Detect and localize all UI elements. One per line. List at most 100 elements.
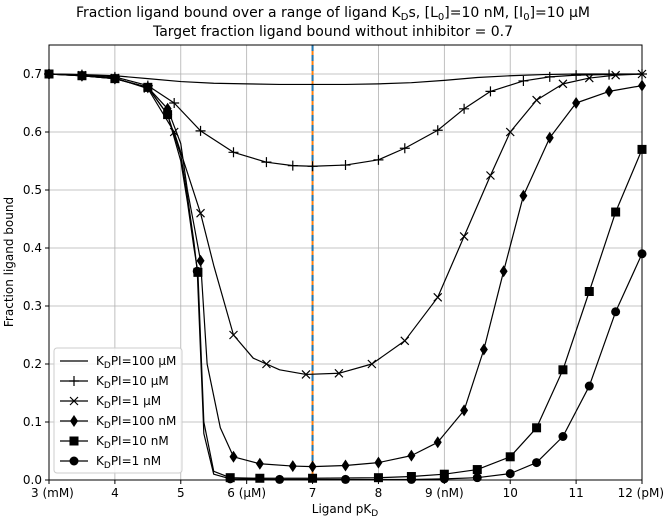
legend-entry-0: KDPI=100 µM	[60, 354, 176, 371]
legend-marker-4	[69, 436, 79, 446]
y-tick-label-6: 0.6	[23, 125, 42, 139]
series-x	[44, 69, 647, 379]
marker-circle-3	[143, 82, 153, 92]
legend-label-5: KDPI=1 nM	[96, 454, 161, 471]
marker-diamond-5	[196, 254, 205, 267]
marker-plus-5	[195, 125, 206, 136]
y-tick-label-5: 0.5	[23, 183, 42, 197]
marker-x-9	[334, 368, 344, 378]
marker-circle-9	[406, 474, 416, 484]
legend-marker-1	[69, 376, 79, 386]
marker-diamond-15	[479, 343, 488, 356]
x-tick-label-5: 8	[375, 486, 383, 500]
marker-diamond-18	[545, 131, 554, 144]
marker-square-15	[558, 365, 568, 375]
marker-x-15	[505, 127, 515, 137]
legend-label-0: KDPI=100 µM	[96, 354, 176, 371]
x-tick-label-7: 10	[503, 486, 518, 500]
marker-square-14	[532, 423, 542, 433]
legend-box	[53, 347, 183, 474]
marker-circle-14	[558, 432, 568, 441]
marker-plus-19	[604, 69, 615, 80]
marker-circle-5	[192, 266, 202, 276]
marker-x-19	[611, 70, 621, 80]
marker-x-10	[367, 359, 377, 369]
marker-plus-10	[340, 160, 351, 171]
marker-plus-16	[518, 75, 529, 86]
marker-circle-12	[505, 469, 515, 479]
legend-marker-3	[70, 415, 78, 427]
marker-diamond-16	[499, 265, 508, 278]
marker-x-6	[229, 330, 238, 340]
marker-diamond-10	[341, 459, 350, 472]
marker-circle-16	[611, 307, 621, 317]
legend-label-2: KDPI=1 µM	[96, 394, 161, 411]
marker-x-12	[433, 292, 443, 302]
x-tick-label-4: 7	[309, 486, 317, 500]
chart-title-line1: Fraction ligand bound over a range of li…	[76, 5, 590, 23]
marker-plus-11	[373, 154, 384, 165]
marker-square-7	[255, 473, 265, 483]
marker-plus-13	[432, 125, 443, 136]
legend-label-3: KDPI=100 nM	[96, 414, 176, 431]
marker-x-8	[301, 370, 311, 379]
y-tick-label-1: 0.1	[23, 415, 42, 429]
marker-x-16	[532, 95, 542, 105]
marker-x-7	[262, 359, 271, 369]
marker-diamond-7	[255, 457, 264, 470]
marker-plus-4	[169, 98, 180, 108]
y-tick-label-2: 0.2	[23, 357, 42, 371]
series-diamond	[45, 68, 646, 473]
y-tick-label-3: 0.3	[23, 299, 42, 313]
y-tick-label-4: 0.4	[23, 241, 42, 255]
marker-plus-17	[544, 71, 555, 82]
marker-diamond-9	[308, 460, 317, 473]
legend-entry-5: KDPI=1 nM	[60, 454, 161, 471]
marker-circle-8	[341, 474, 350, 484]
marker-circle-4	[163, 110, 173, 120]
marker-circle-15	[584, 381, 594, 391]
marker-plus-14	[459, 103, 470, 114]
marker-plus-6	[228, 147, 239, 158]
marker-square-13	[505, 452, 515, 462]
marker-plus-18	[571, 70, 582, 81]
marker-diamond-8	[288, 460, 297, 473]
marker-plus-12	[399, 143, 410, 154]
marker-diamond-12	[407, 449, 416, 462]
series-layer	[44, 68, 647, 484]
marker-circle-10	[439, 474, 449, 484]
marker-square-9	[373, 473, 383, 483]
marker-x-11	[400, 336, 410, 346]
legend-entry-2: KDPI=1 µM	[60, 394, 161, 411]
series-line-x	[48, 73, 643, 376]
marker-circle-13	[532, 458, 542, 468]
x-tick-label-2: 5	[177, 486, 185, 500]
marker-x-5	[196, 208, 205, 218]
marker-diamond-11	[374, 456, 383, 469]
marker-diamond-20	[605, 85, 614, 98]
y-axis-label: Fraction ligand bound	[2, 197, 16, 327]
marker-square-11	[439, 469, 449, 479]
marker-x-14	[486, 171, 495, 180]
chart-title-line2: Target fraction ligand bound without inh…	[152, 24, 513, 40]
marker-plus-8	[287, 160, 298, 171]
series-line-plus	[48, 73, 643, 167]
marker-square-16	[584, 287, 594, 296]
marker-circle-11	[472, 473, 482, 483]
plot-frame	[48, 44, 643, 481]
x-axis-label: Ligand pKD	[312, 502, 379, 519]
y-tick-label-7: 0.7	[23, 67, 42, 81]
legend-marker-2	[69, 396, 79, 406]
legend-label-1: KDPI=10 µM	[96, 374, 169, 391]
legend-marker-5	[69, 456, 79, 466]
x-tick-label-6: 9 (nM)	[425, 486, 464, 500]
x-tick-label-1: 4	[111, 486, 119, 500]
marker-square-17	[611, 207, 621, 217]
y-tick-label-0: 0.0	[23, 473, 42, 487]
marker-circle-2	[110, 74, 120, 84]
marker-plus-9	[307, 161, 318, 172]
marker-square-12	[472, 465, 482, 475]
marker-x-18	[584, 73, 594, 83]
series-line-none	[48, 73, 642, 86]
